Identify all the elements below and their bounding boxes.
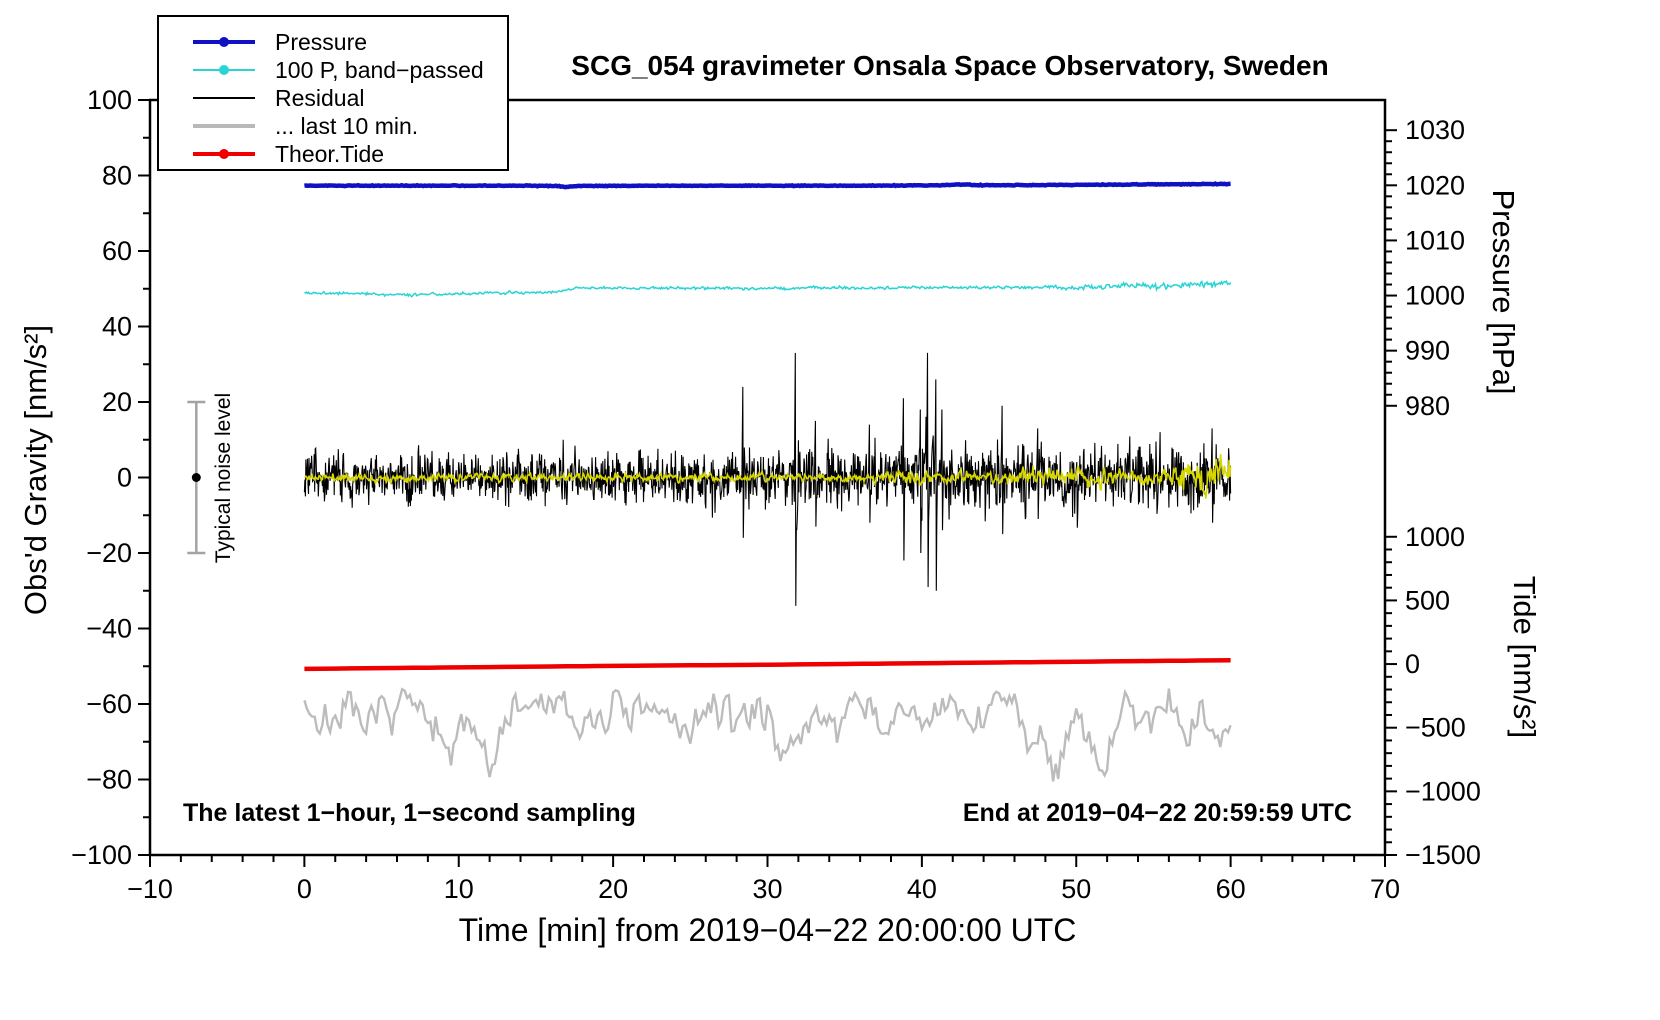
legend-label: ... last 10 min.: [275, 112, 419, 139]
svg-text:40: 40: [907, 874, 937, 904]
svg-text:−1000: −1000: [1405, 776, 1481, 806]
svg-text:20: 20: [598, 874, 628, 904]
svg-text:20: 20: [102, 387, 132, 417]
legend-dot-marker: [219, 65, 229, 75]
legend-dot-marker: [219, 37, 229, 47]
legend-line-swatch: [193, 65, 255, 75]
legend-dot-marker: [219, 149, 229, 159]
svg-text:−1500: −1500: [1405, 840, 1481, 870]
sampling-note: The latest 1−hour, 1−second sampling: [183, 799, 636, 827]
legend-line-swatch: [193, 96, 255, 100]
svg-text:500: 500: [1405, 585, 1450, 615]
legend-item-3: ... last 10 min.: [193, 112, 507, 140]
svg-text:40: 40: [102, 312, 132, 342]
svg-text:1000: 1000: [1405, 522, 1465, 552]
pressure-axis-label: Pressure [hPa]: [1486, 189, 1521, 395]
series-band_passed_100p: [304, 279, 1232, 298]
svg-text:−10: −10: [127, 874, 173, 904]
legend-label: Pressure: [275, 28, 368, 55]
noise-level-dot: [191, 473, 201, 482]
legend: Pressure 100 P, band−passed Residual... la…: [157, 15, 509, 171]
svg-text:990: 990: [1405, 336, 1450, 366]
series-layer: [303, 181, 1232, 782]
series-theor_tide: [304, 657, 1231, 672]
svg-text:1030: 1030: [1405, 115, 1465, 145]
y-left-axis-label: Obs'd Gravity [nm/s²]: [18, 324, 53, 616]
axis-ticks: −10 0 10 20 30 40 50 60 70−100−80−60−40−20020406…: [71, 85, 1481, 904]
svg-text:1010: 1010: [1405, 225, 1465, 255]
series-residual: [303, 352, 1232, 606]
legend-label: Theor.Tide: [275, 140, 385, 167]
svg-text:10: 10: [444, 874, 474, 904]
legend-item-4: Theor.Tide: [193, 140, 507, 168]
svg-text:−40: −40: [86, 614, 132, 644]
series-yellow_overlay: [304, 454, 1232, 499]
svg-text:1020: 1020: [1405, 170, 1465, 200]
svg-text:0: 0: [117, 463, 132, 493]
svg-text:−20: −20: [86, 538, 132, 568]
legend-line-swatch: [193, 124, 255, 128]
svg-text:60: 60: [102, 236, 132, 266]
svg-text:−60: −60: [86, 689, 132, 719]
svg-text:1000: 1000: [1405, 281, 1465, 311]
svg-text:−80: −80: [86, 765, 132, 795]
tide-axis-label: Tide [nm/s²]: [1507, 575, 1542, 739]
svg-text:−500: −500: [1405, 713, 1466, 743]
x-axis-label: Time [min] from 2019−04−22 20:00:00 UTC: [458, 912, 1077, 948]
svg-text:70: 70: [1370, 874, 1400, 904]
svg-text:50: 50: [1061, 874, 1091, 904]
svg-text:80: 80: [102, 161, 132, 191]
svg-text:−100: −100: [71, 840, 132, 870]
svg-text:60: 60: [1216, 874, 1246, 904]
chart-title: SCG_054 gravimeter Onsala Space Observat…: [571, 50, 1329, 81]
svg-text:0: 0: [1405, 649, 1420, 679]
noise-level-label: Typical noise level: [212, 392, 235, 564]
legend-label: 100 P, band−passed: [275, 56, 484, 83]
legend-item-1: 100 P, band−passed: [193, 56, 507, 84]
legend-label: Residual: [275, 84, 365, 111]
legend-line-swatch: [193, 149, 255, 159]
series-pressure: [304, 181, 1231, 190]
svg-text:0: 0: [297, 874, 312, 904]
noise-level-bar: [187, 400, 206, 555]
svg-text:30: 30: [752, 874, 782, 904]
end-time-note: End at 2019−04−22 20:59:59 UTC: [962, 799, 1352, 827]
legend-item-2: Residual: [193, 84, 507, 112]
legend-line-swatch: [193, 37, 255, 47]
legend-item-0: Pressure: [193, 28, 507, 56]
svg-text:100: 100: [87, 85, 132, 115]
series-last10min: [303, 687, 1232, 782]
svg-text:980: 980: [1405, 391, 1450, 421]
